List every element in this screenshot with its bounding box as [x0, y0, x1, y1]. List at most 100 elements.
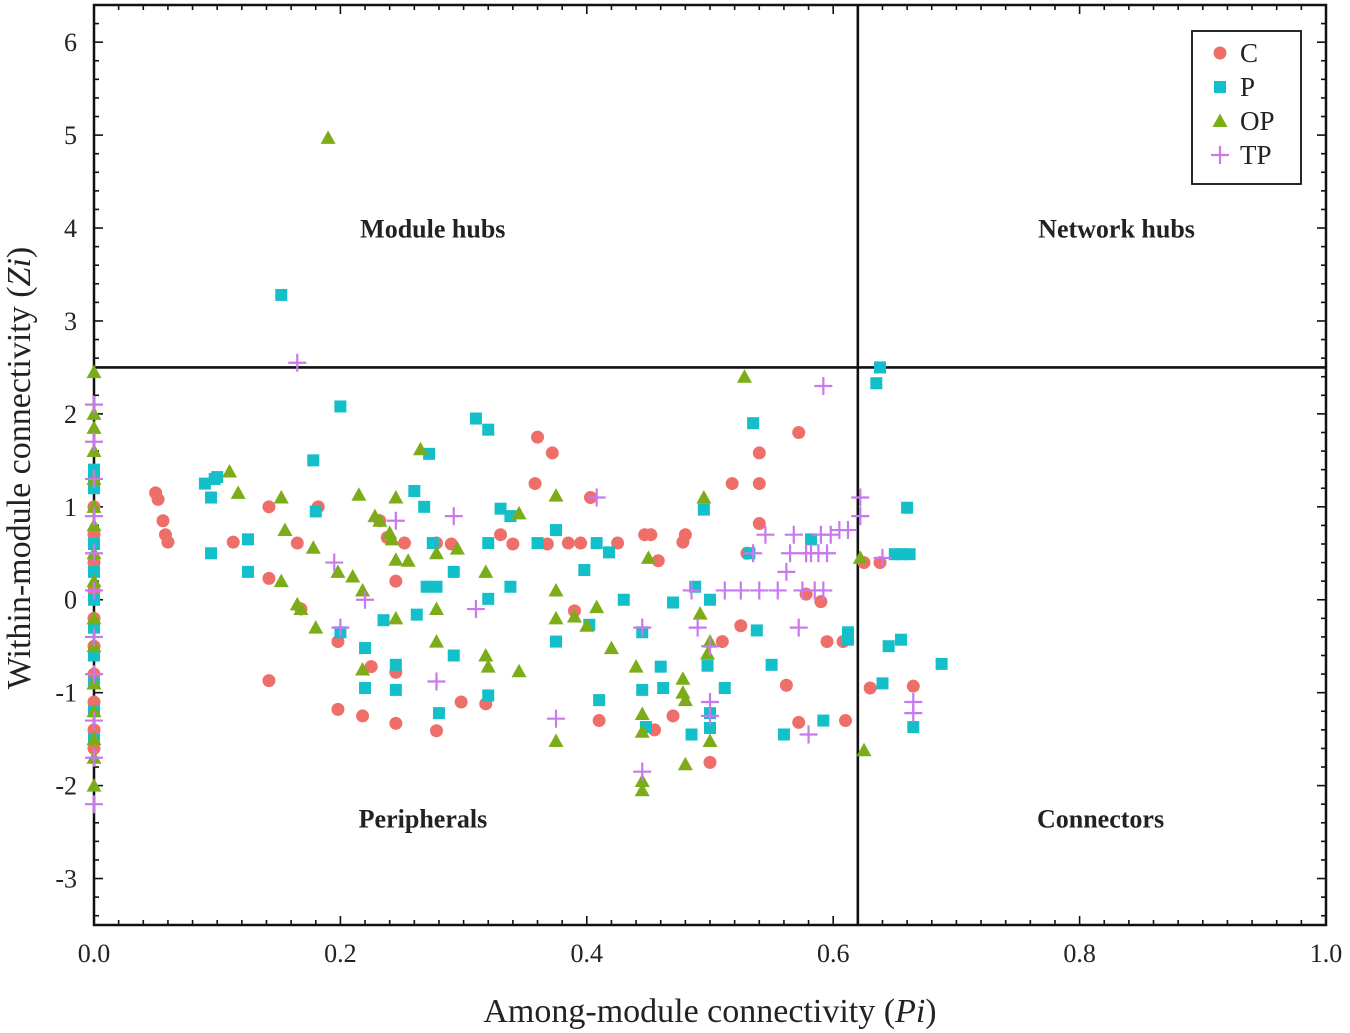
data-point-P — [410, 608, 423, 621]
data-point-TP — [331, 618, 350, 637]
data-point-TP — [904, 704, 923, 723]
data-point-P — [894, 633, 907, 646]
data-point-OP — [675, 671, 691, 685]
data-point-P — [876, 677, 889, 690]
data-point-P — [494, 502, 507, 515]
data-point-C — [703, 755, 717, 769]
data-point-P — [697, 503, 710, 516]
data-point-C — [651, 554, 665, 568]
y-tick-label: -2 — [55, 772, 77, 801]
region-label: Network hubs — [1038, 214, 1195, 243]
legend-label: P — [1240, 72, 1255, 102]
region-labels: Module hubs Network hubs Peripherals Connec… — [359, 214, 1195, 833]
data-point-TP — [85, 432, 103, 451]
data-point-P — [617, 593, 630, 606]
data-point-P — [447, 565, 460, 578]
data-point-P — [870, 377, 883, 390]
y-axis-title-suffix: ) — [1, 247, 38, 258]
y-tick-label: 6 — [64, 28, 77, 57]
data-point-P — [389, 683, 402, 696]
data-point-P — [88, 593, 100, 606]
data-point-OP — [449, 541, 465, 555]
data-point-P — [704, 721, 716, 734]
data-point-C — [792, 715, 806, 729]
data-point-C — [156, 514, 170, 528]
data-point-P — [882, 640, 895, 653]
legend-label: OP — [1240, 106, 1275, 136]
data-point-C — [528, 477, 542, 491]
y-tick-label: 0 — [64, 586, 77, 615]
plot-frame — [92, 3, 1328, 927]
data-point-P — [482, 423, 495, 436]
data-point-OP — [634, 782, 650, 797]
data-point-P — [718, 682, 731, 695]
data-point-P — [389, 658, 402, 671]
legend-item-P: P — [1214, 72, 1255, 102]
data-point-TP — [768, 581, 787, 600]
data-point-P — [198, 477, 211, 490]
legend-label: C — [1240, 38, 1258, 68]
legend-label: TP — [1240, 140, 1272, 170]
data-point-OP — [589, 599, 605, 614]
x-tick-label: 0.2 — [324, 939, 357, 968]
data-point-TP — [821, 525, 840, 544]
data-point-P — [418, 500, 431, 513]
data-point-C — [540, 537, 554, 551]
data-point-OP — [305, 540, 321, 554]
data-point-OP — [388, 490, 404, 504]
data-point-TP — [85, 711, 103, 730]
data-point-OP — [86, 610, 102, 625]
axis-ticks — [93, 4, 1327, 925]
y-axis-title-prefix: Within-module connectivity ( — [1, 286, 38, 689]
data-point-OP — [640, 550, 656, 564]
data-point-C — [389, 574, 403, 588]
data-point-OP — [230, 485, 246, 499]
data-point-OP — [293, 601, 309, 616]
data-point-TP — [851, 507, 870, 526]
data-point-OP — [372, 513, 388, 527]
data-point-OP — [351, 487, 367, 501]
data-point-TP — [838, 521, 857, 540]
x-tick-label: 0.6 — [817, 939, 850, 968]
data-point-OP — [86, 364, 102, 379]
data-point-OP — [86, 731, 102, 746]
data-point-TP — [288, 353, 307, 372]
data-point-TP — [85, 507, 103, 526]
data-point-P — [482, 592, 495, 605]
threshold-lines — [94, 5, 1326, 925]
data-point-TP — [85, 544, 103, 563]
data-point-OP — [511, 663, 527, 678]
data-point-TP — [750, 581, 769, 600]
data-point-TP — [386, 511, 405, 530]
data-point-OP — [478, 564, 494, 578]
data-point-C — [644, 528, 658, 542]
data-point-TP — [777, 562, 796, 581]
legend-item-TP: TP — [1211, 140, 1272, 170]
data-point-OP — [345, 569, 361, 583]
data-point-TP — [784, 525, 803, 544]
data-point-TP — [85, 581, 103, 600]
legend-item-OP: OP — [1212, 106, 1275, 136]
data-point-OP — [86, 499, 102, 513]
data-point-OP — [852, 550, 868, 564]
data-point-TP — [85, 469, 103, 488]
data-point-C — [574, 536, 588, 550]
data-point-OP — [273, 573, 289, 588]
region-label: Connectors — [1037, 804, 1164, 833]
data-point-C — [87, 528, 101, 542]
data-point-P — [765, 658, 778, 671]
data-point-TP — [427, 672, 446, 691]
data-point-P — [636, 683, 649, 696]
data-point-TP — [731, 581, 750, 600]
data-point-P — [704, 593, 716, 606]
data-point-OP — [603, 640, 619, 655]
data-point-OP — [548, 610, 564, 625]
y-axis-title: Within-module connectivity (Zi) — [1, 247, 38, 689]
data-point-C — [820, 635, 834, 649]
data-point-P — [359, 682, 372, 695]
data-point-C — [779, 678, 793, 692]
data-point-OP — [579, 618, 595, 632]
data-point-P — [805, 533, 818, 546]
data-point-OP — [400, 553, 416, 567]
data-point-C — [389, 716, 403, 730]
